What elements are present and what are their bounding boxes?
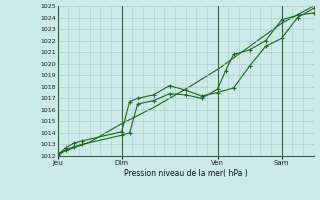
X-axis label: Pression niveau de la mer( hPa ): Pression niveau de la mer( hPa )	[124, 169, 247, 178]
